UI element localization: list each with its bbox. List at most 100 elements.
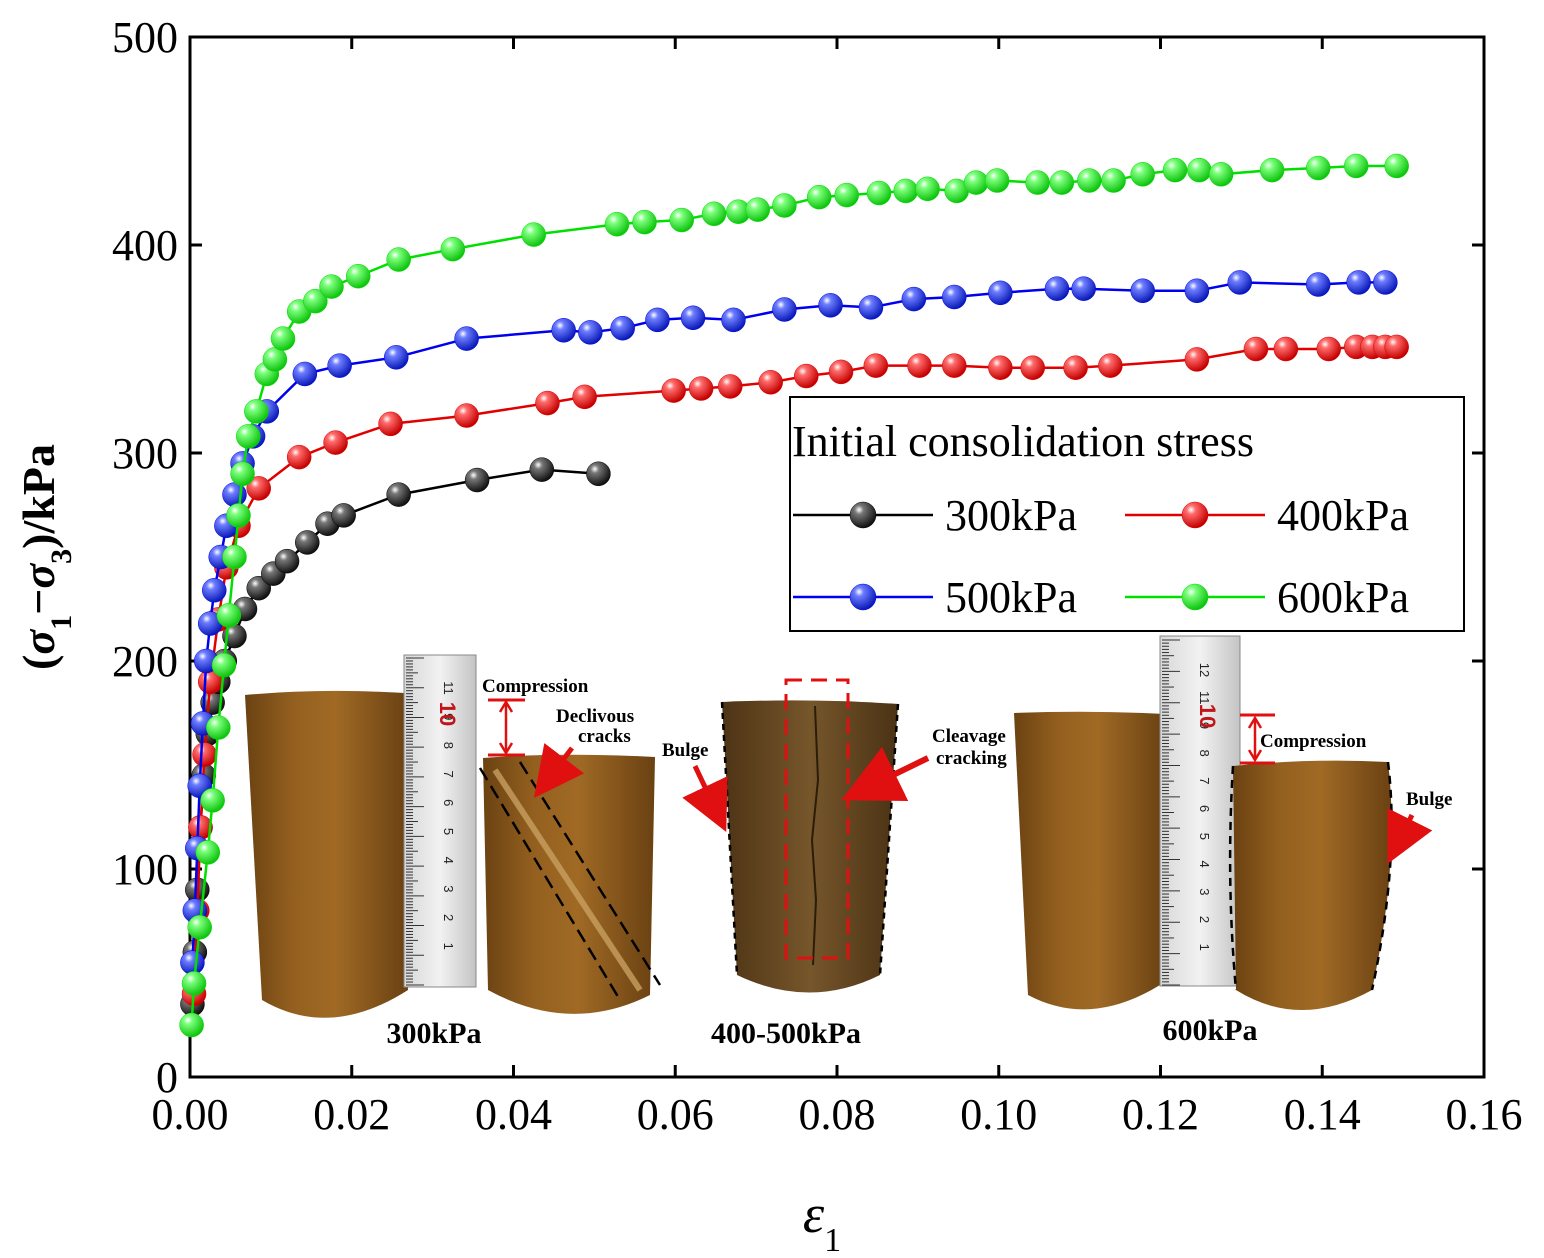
- data-point: [386, 482, 411, 507]
- data-point: [1305, 272, 1331, 297]
- data-point: [1020, 355, 1045, 380]
- x-axis: 0.00 0.02 0.04 0.06 0.08 0.10 0.12 0.14 0.16: [152, 37, 1523, 1139]
- data-point: [1184, 347, 1210, 372]
- ruler-number: 6: [1197, 805, 1212, 812]
- data-point: [984, 168, 1010, 193]
- ruler-number: 8: [1197, 750, 1212, 757]
- data-point: [1162, 157, 1188, 183]
- data-point: [828, 359, 854, 385]
- compression-arrowheads-600: [1247, 715, 1263, 763]
- x-tick-label: 0.16: [1446, 1090, 1523, 1139]
- y-axis: 0 100 200 300 400 500: [112, 13, 1484, 1102]
- data-point: [893, 178, 918, 204]
- data-point: [216, 602, 242, 628]
- y-axis-title: (σ1−σ3)/kPa: [13, 444, 78, 670]
- data-point: [1049, 170, 1075, 195]
- data-point: [1373, 270, 1398, 295]
- data-point: [202, 578, 227, 603]
- data-point: [383, 345, 409, 370]
- bulge-outline-600-right: [1370, 761, 1393, 991]
- data-point: [235, 424, 261, 449]
- data-point: [858, 295, 884, 320]
- ruler-number: 2: [1197, 916, 1212, 923]
- data-point: [586, 461, 611, 487]
- data-point: [222, 544, 247, 570]
- data-point: [1025, 170, 1050, 195]
- y-tick-label: 400: [112, 221, 178, 270]
- ruler-number: 7: [1197, 777, 1212, 784]
- legend-marker: [1181, 583, 1209, 611]
- ruler-number: 9: [1197, 722, 1212, 729]
- data-point: [1184, 278, 1210, 304]
- data-point: [303, 288, 328, 314]
- data-point: [1273, 336, 1299, 362]
- ruler-number: 1: [441, 943, 456, 950]
- data-point: [578, 320, 603, 345]
- data-point: [286, 444, 312, 470]
- x-tick-label: 0.06: [637, 1090, 714, 1139]
- data-point: [1259, 157, 1285, 183]
- photo-400-500kpa: Bulge Cleavage cracking 400-500kPa: [662, 678, 1007, 1050]
- data-point: [988, 280, 1013, 306]
- data-point: [942, 284, 967, 310]
- annotation-cracks: cracks: [578, 726, 631, 747]
- annotation-cracking: cracking: [936, 748, 1007, 769]
- data-point: [551, 318, 576, 343]
- y-tick-label: 0: [156, 1053, 178, 1102]
- data-point: [963, 170, 989, 195]
- data-point: [901, 286, 927, 312]
- data-point: [1130, 278, 1155, 304]
- crack-300: [492, 768, 643, 992]
- data-point: [632, 209, 657, 235]
- arrow-declivous: [533, 743, 585, 798]
- data-point: [1227, 270, 1253, 295]
- x-axis-title: ε1: [803, 1184, 841, 1258]
- ruler-number: 4: [1197, 860, 1212, 867]
- data-point: [772, 193, 797, 218]
- crack-outline-left: [478, 767, 622, 1001]
- y-tick-label: 300: [112, 429, 178, 478]
- ruler-number: 11: [1197, 691, 1212, 705]
- data-point: [464, 467, 490, 493]
- legend-title: Initial consolidation stress: [792, 417, 1254, 466]
- ruler-number: 5: [1197, 833, 1212, 840]
- data-point: [192, 742, 217, 767]
- y-tick-label: 200: [112, 637, 178, 686]
- data-point: [454, 326, 479, 351]
- data-point: [521, 222, 546, 247]
- data-point: [1208, 162, 1234, 187]
- legend-label: 500kPa: [945, 573, 1077, 622]
- data-point: [794, 363, 819, 389]
- x-tick-label: 0.12: [1122, 1090, 1199, 1139]
- ruler-number: 2: [441, 914, 456, 921]
- data-point: [529, 457, 555, 482]
- data-point: [345, 263, 371, 289]
- photo-600kpa: 12 11 9 8 7 6 5 4 3 2 1 10 Compression Bulge 600kP…: [1014, 635, 1452, 1047]
- data-point: [1243, 336, 1269, 362]
- data-point: [226, 503, 251, 528]
- data-point: [701, 201, 727, 227]
- data-point: [818, 293, 843, 318]
- data-point: [1101, 168, 1126, 193]
- photo-caption-300: 300kPa: [386, 1017, 481, 1050]
- data-point: [669, 207, 694, 233]
- data-point: [1044, 276, 1070, 301]
- data-point: [1346, 270, 1371, 295]
- data-point: [535, 390, 560, 416]
- data-point: [180, 950, 205, 975]
- photo-caption-400-500: 400-500kPa: [711, 1017, 861, 1050]
- photo-caption-600: 600kPa: [1162, 1014, 1257, 1047]
- data-point: [292, 361, 318, 387]
- legend-marker: [1181, 501, 1209, 529]
- x-tick-label: 0.10: [960, 1090, 1037, 1139]
- x-tick-label: 0.14: [1284, 1090, 1361, 1139]
- data-point: [1384, 334, 1409, 360]
- data-point: [1384, 153, 1409, 179]
- ruler-number: 3: [441, 885, 456, 892]
- compression-arrowheads: [498, 699, 514, 756]
- annotation-declivous: Declivous: [556, 706, 634, 727]
- x-tick-label: 0.08: [799, 1090, 876, 1139]
- data-point: [645, 307, 670, 333]
- data-point: [211, 652, 237, 678]
- cleavage-box: [784, 678, 850, 960]
